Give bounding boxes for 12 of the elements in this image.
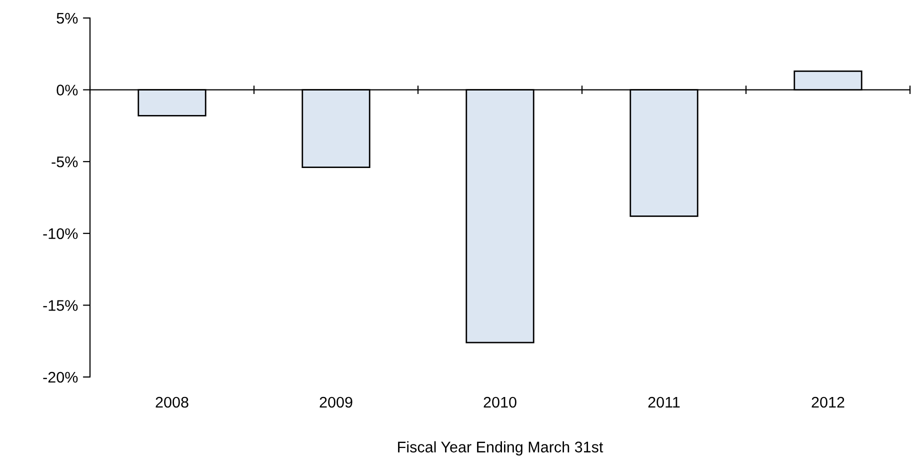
y-tick-label: -10% <box>43 228 78 240</box>
y-tick-label: -5% <box>52 156 78 168</box>
y-tick-label: -20% <box>43 372 78 383</box>
y-tick-label: 0% <box>56 84 78 96</box>
x-axis-title: Fiscal Year Ending March 31st <box>398 441 604 456</box>
y-tick-label: 5% <box>56 12 78 24</box>
x-tick-label: 2008 <box>156 396 188 408</box>
x-tick-label: 2012 <box>812 396 844 408</box>
x-tick-label: 2011 <box>648 396 680 408</box>
x-tick-label: 2009 <box>320 396 352 408</box>
y-tick-label: -15% <box>43 300 78 311</box>
x-tick-label: 2010 <box>484 396 516 408</box>
